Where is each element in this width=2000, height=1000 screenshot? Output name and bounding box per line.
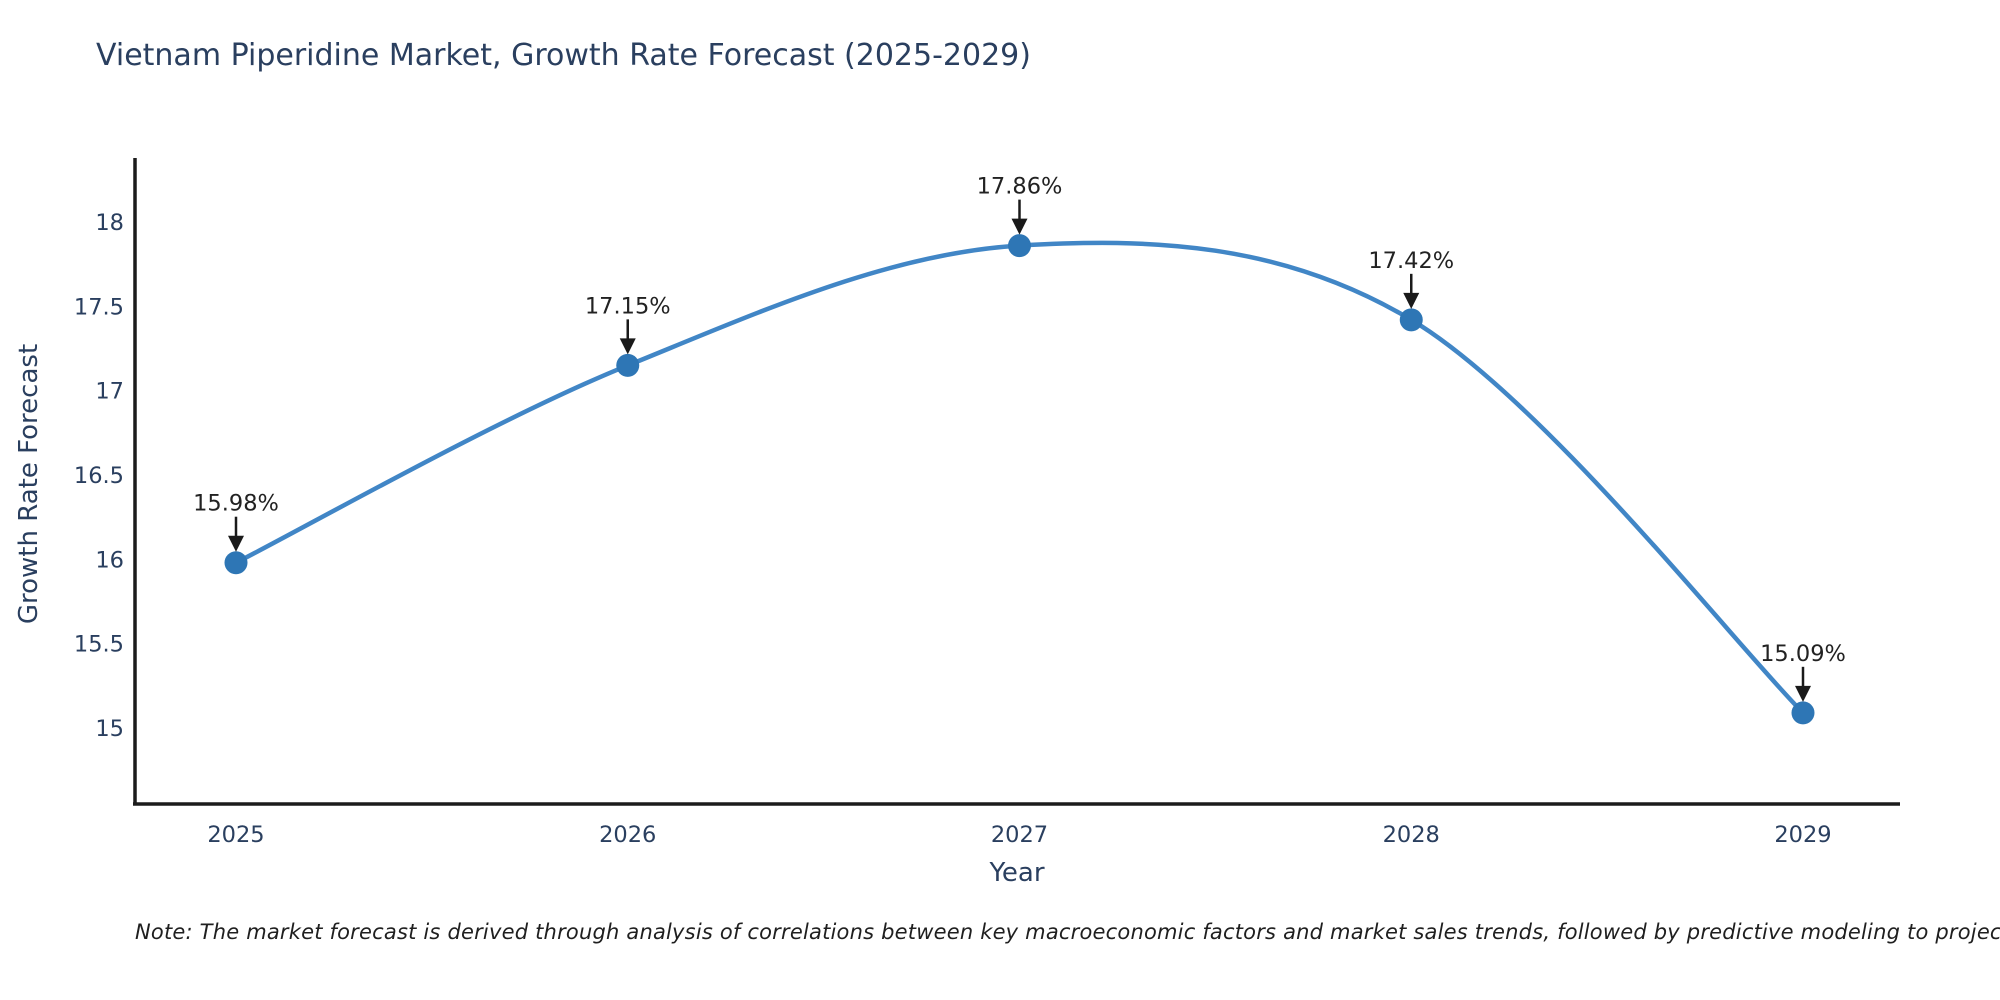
data-point	[1399, 308, 1423, 332]
data-point	[1791, 701, 1815, 725]
chart-title: Vietnam Piperidine Market, Growth Rate F…	[96, 38, 1031, 73]
annotation-arrowhead-icon	[1011, 218, 1028, 235]
y-tick-label: 17	[95, 379, 124, 405]
y-tick-label: 15	[95, 716, 124, 742]
y-tick-label: 16.5	[74, 463, 124, 489]
annotation-label: 17.42%	[1368, 248, 1454, 274]
x-tick-label: 2026	[599, 822, 656, 848]
y-tick-label: 16	[95, 547, 124, 573]
annotation-label: 15.09%	[1760, 641, 1846, 667]
data-point	[224, 551, 248, 575]
data-point	[1008, 234, 1031, 258]
x-tick-label: 2025	[207, 822, 264, 848]
x-tick-label: 2029	[1774, 822, 1831, 848]
annotation-label: 17.86%	[977, 174, 1063, 200]
x-tick-label: 2027	[991, 822, 1048, 848]
axis-lines	[133, 158, 1900, 806]
y-tick-label: 18	[95, 210, 124, 236]
y-tick-label: 15.5	[74, 632, 124, 658]
y-tick-label: 17.5	[74, 294, 124, 320]
annotation-arrowhead-icon	[228, 535, 244, 552]
x-tick-label: 2028	[1383, 822, 1440, 848]
annotation-arrowhead-icon	[1403, 292, 1420, 309]
annotation-label: 17.15%	[585, 293, 671, 319]
annotation-arrowhead-icon	[1795, 685, 1811, 702]
annotation-arrowhead-icon	[619, 338, 636, 355]
annotation-label: 15.98%	[193, 491, 279, 517]
footnote: Note: The market forecast is derived thr…	[135, 920, 2000, 944]
data-point	[616, 353, 640, 377]
x-axis-title: Year	[989, 858, 1045, 888]
trend-line	[233, 240, 1806, 716]
